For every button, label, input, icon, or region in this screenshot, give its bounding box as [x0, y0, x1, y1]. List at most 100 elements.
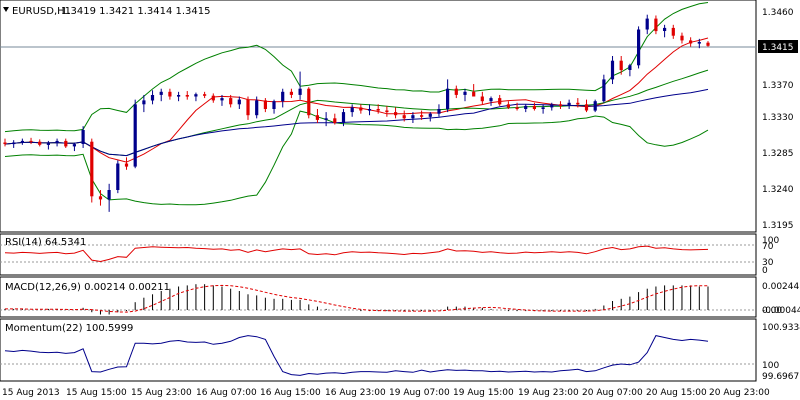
- price-pane[interactable]: [0, 0, 757, 233]
- candle-body: [237, 99, 241, 105]
- candle-body: [246, 99, 250, 116]
- ma-slow-line: [4, 88, 709, 157]
- candle-body: [333, 118, 337, 123]
- candle-body: [437, 109, 441, 114]
- candle-body: [341, 112, 346, 123]
- price-tick: 1.3330: [762, 113, 794, 123]
- rsi-level: 100: [762, 236, 779, 246]
- candle-body: [367, 109, 372, 111]
- macd-level: -0.00044: [762, 306, 800, 316]
- macd-level: 0.00244: [762, 282, 799, 292]
- candle-body: [454, 88, 458, 95]
- candle-body: [524, 105, 528, 109]
- momentum-pane[interactable]: [0, 318, 757, 382]
- current-price-badge: [758, 40, 798, 53]
- candle-body: [272, 101, 276, 109]
- candle-body: [558, 104, 563, 106]
- candle-body: [576, 102, 580, 105]
- current-price-label: 1.3415: [762, 43, 794, 53]
- bollinger-bands: [4, 2, 709, 206]
- candle-body: [394, 112, 398, 116]
- candle-body: [72, 144, 76, 147]
- candle-body: [90, 141, 94, 197]
- time-label: 16 Aug 07:00: [196, 388, 257, 398]
- candle-body: [133, 104, 137, 167]
- symbol-label: EURUSD,H1: [12, 6, 71, 17]
- candle-body: [411, 115, 415, 119]
- time-label: 15 Aug 15:00: [66, 388, 127, 398]
- candle-body: [359, 107, 363, 111]
- bollinger-upper-line: [4, 2, 709, 133]
- candle-body: [98, 196, 103, 200]
- rsi-indicator: [4, 245, 709, 263]
- candle-body: [116, 163, 120, 190]
- rsi-level: 0: [762, 266, 768, 276]
- rsi-pane[interactable]: [0, 233, 757, 276]
- candle-body: [645, 18, 649, 30]
- dropdown-triangle-icon[interactable]: [3, 7, 9, 12]
- time-label: 16 Aug 15:00: [260, 388, 321, 398]
- candle-body: [263, 100, 267, 109]
- candlesticks: [3, 14, 710, 212]
- candle-body: [506, 104, 510, 108]
- rsi-label: RSI(14) 64.5341: [5, 237, 86, 248]
- candle-body: [680, 35, 684, 41]
- rsi-level: 70: [762, 242, 774, 252]
- candle-body: [64, 140, 68, 147]
- candle-body: [472, 91, 476, 97]
- rsi-level: 30: [762, 258, 774, 268]
- time-label: 16 Aug 23:00: [325, 388, 386, 398]
- candle-body: [671, 27, 675, 36]
- candle-body: [567, 102, 571, 106]
- candle-body: [12, 142, 16, 145]
- price-axis: 1.3460 1.3415 1.3370 1.3330 1.3285 1.324…: [758, 8, 798, 231]
- candle-body: [584, 104, 589, 111]
- price-tick: 1.3370: [762, 81, 794, 91]
- macd-signal-line: [5, 284, 708, 313]
- candle-body: [20, 140, 24, 143]
- time-label: 15 Aug 2013: [2, 388, 60, 398]
- momentum-level: 99.6967: [762, 372, 799, 382]
- time-label: 20 Aug 15:00: [646, 388, 707, 398]
- candle-body: [168, 91, 172, 97]
- price-tick: 1.3195: [762, 221, 794, 231]
- candle-body: [654, 18, 658, 32]
- candle-body: [446, 88, 450, 109]
- candle-body: [211, 95, 215, 101]
- candle-body: [550, 104, 554, 108]
- candle-body: [602, 79, 606, 102]
- candle-body: [81, 130, 85, 144]
- candle-body: [229, 98, 233, 105]
- candle-body: [637, 29, 641, 66]
- candle-body: [124, 163, 129, 167]
- candle-body: [515, 107, 519, 109]
- candle-body: [610, 60, 615, 80]
- candle-body: [281, 91, 285, 102]
- candle-body: [350, 107, 354, 113]
- price-tick: 1.3285: [762, 149, 794, 159]
- momentum-level: 100.9334: [762, 323, 800, 333]
- price-tick: 1.3240: [762, 185, 794, 195]
- candle-body: [46, 143, 50, 145]
- candle-body: [107, 190, 111, 200]
- candle-body: [29, 140, 33, 142]
- candle-body: [255, 100, 259, 116]
- candle-body: [420, 115, 424, 117]
- time-axis: 15 Aug 2013 15 Aug 15:00 15 Aug 23:00 16…: [2, 388, 770, 398]
- candle-body: [480, 96, 484, 102]
- macd-level: 0.00: [762, 306, 782, 316]
- time-label: 19 Aug 15:00: [453, 388, 514, 398]
- candle-body: [498, 98, 502, 105]
- macd-indicator: [4, 284, 709, 315]
- candle-body: [315, 115, 319, 120]
- candle-body: [3, 142, 7, 145]
- candle-body: [307, 88, 311, 116]
- macd-label: MACD(12,26,9) 0.00214 0.00211: [5, 282, 170, 293]
- candle-body: [194, 94, 198, 97]
- candle-body: [298, 88, 302, 95]
- candle-body: [159, 91, 163, 95]
- ohlc-readout: 1.3419 1.3421 1.3414 1.3415: [61, 6, 211, 17]
- bollinger-lower-line: [4, 110, 709, 206]
